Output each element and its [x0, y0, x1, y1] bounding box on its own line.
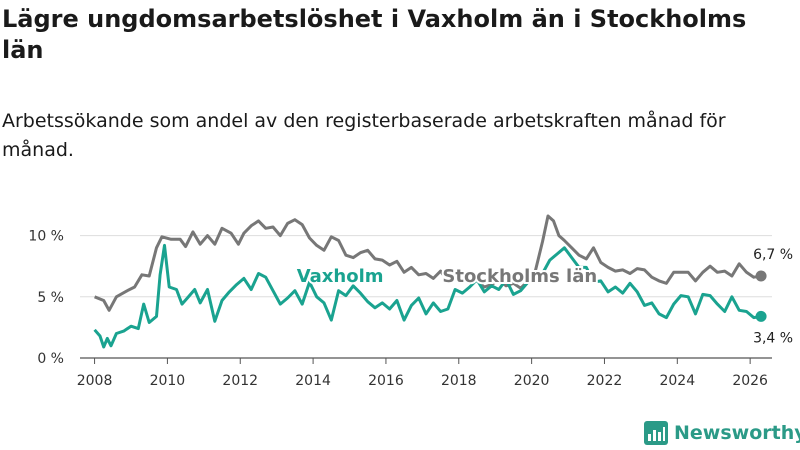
series-line-stockholms-l-n: [94, 214, 762, 312]
end-value-label-stockholms-l-n: 6,7 %: [753, 247, 793, 263]
x-tick-label: 2016: [368, 373, 404, 389]
brand-logo: Newsworthy: [644, 420, 800, 446]
series-line-vaxholm: [93, 243, 762, 349]
grid-lines: [80, 235, 772, 359]
series-end-point-stockholms-l-n: [755, 270, 767, 282]
y-tick-label: 5 %: [37, 290, 64, 306]
x-tick-label: 2022: [587, 373, 623, 389]
axes: 0 % 5 % 10 % 2008 2010 2012 2014 2016 2018 2020 20…: [28, 229, 768, 389]
series-lines: [93, 214, 767, 349]
x-tick-label: 2020: [514, 373, 550, 389]
x-tick-label: 2014: [295, 373, 331, 389]
y-tick-label: 10 %: [28, 229, 64, 245]
series-labels: 6,7 % 3,4 % Stockholms län Vaxholm: [295, 247, 793, 346]
x-tick-label: 2012: [222, 373, 258, 389]
series-name-label-stockholms-l-n: Stockholms län: [442, 266, 597, 287]
y-tick-label: 0 %: [37, 351, 64, 367]
x-tick-label: 2010: [150, 373, 186, 389]
chart-title: Lägre ungdomsarbetslöshet i Vaxholm än i…: [2, 5, 747, 64]
x-tick-label: 2008: [77, 373, 113, 389]
series-end-point-vaxholm: [755, 310, 767, 322]
x-tick-label: 2018: [441, 373, 477, 389]
x-tick-label: 2026: [732, 373, 768, 389]
end-value-label-vaxholm: 3,4 %: [753, 330, 793, 346]
bar-chart-icon: [644, 421, 668, 445]
x-tick-label: 2024: [659, 373, 695, 389]
chart-subtitle: Arbetssökande som andel av den registerb…: [2, 110, 726, 161]
brand-name: Newsworthy: [674, 422, 800, 444]
series-name-label-vaxholm: Vaxholm: [297, 266, 384, 287]
